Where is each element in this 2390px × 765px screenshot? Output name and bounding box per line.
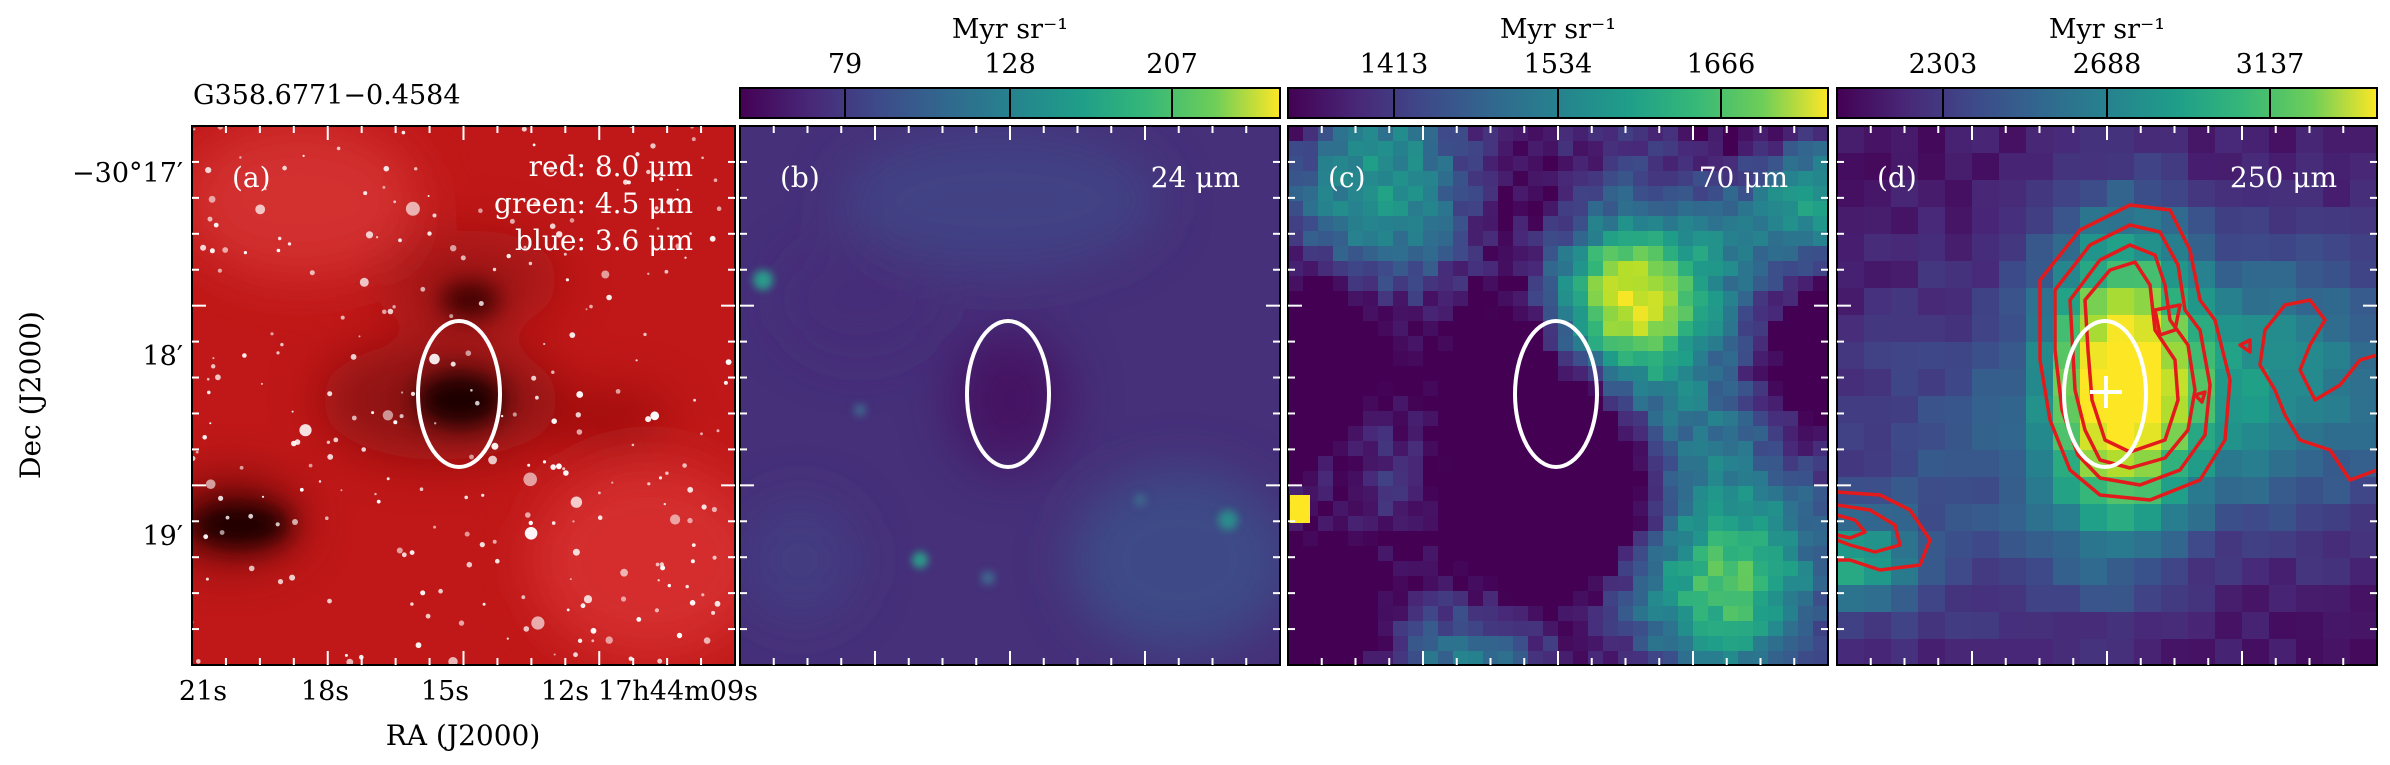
contours	[1837, 203, 2377, 572]
panel-b-letter: (b)	[780, 161, 820, 194]
colorbar-d-tick-1: 2303	[1909, 49, 1978, 80]
colorbar-b-tick-2: 128	[984, 49, 1036, 80]
panel-c-band: 70 μm	[1699, 161, 1788, 194]
xtick-2: 18s	[301, 676, 349, 707]
panel-d	[1837, 126, 2377, 665]
panel-d-band: 250 μm	[2230, 161, 2337, 194]
colorbar-b-tick-1: 79	[828, 49, 862, 80]
panel-d-pixels	[1837, 126, 2377, 665]
panel-a-legend-green: green: 4.5 μm	[494, 187, 693, 220]
panel-a	[192, 126, 735, 665]
panel-a-letter: (a)	[232, 161, 271, 194]
xtick-4: 12s	[541, 676, 589, 707]
panel-c	[1288, 126, 1828, 665]
panel-c-letter: (c)	[1328, 161, 1366, 194]
panel-b-band: 24 μm	[1151, 161, 1240, 194]
xtick-3: 15s	[421, 676, 469, 707]
source-cross-icon	[2090, 376, 2122, 408]
colorbar-c-tick-1: 1413	[1360, 49, 1429, 80]
xtick-5: 17h44m09s	[598, 676, 758, 707]
ytick-3: 19′	[143, 521, 184, 552]
colorbar-d-tick-3: 3137	[2236, 49, 2305, 80]
source-name: G358.6771−0.4584	[193, 80, 461, 111]
panel-a-legend-red: red: 8.0 μm	[529, 150, 693, 183]
colorbar-d-tick-2: 2688	[2073, 49, 2142, 80]
y-axis-label: Dec (J2000)	[14, 311, 47, 479]
colorbar-d-unit: Myr sr⁻¹	[2049, 14, 2165, 45]
colorbar-ticks	[844, 88, 2271, 118]
colorbar-b: Myr sr⁻¹ 79 128 207	[739, 14, 1281, 119]
panel-d-letter: (d)	[1877, 161, 1917, 194]
colorbar-c-tick-2: 1534	[1524, 49, 1593, 80]
panel-c-pixels	[1288, 126, 1828, 665]
colorbar-c-tick-3: 1666	[1687, 49, 1756, 80]
aperture-ellipse-c	[1513, 319, 1599, 469]
aperture-ellipse-b	[965, 319, 1051, 469]
x-axis-label: RA (J2000)	[386, 719, 541, 752]
axis-ticks	[192, 126, 2377, 665]
stars	[192, 126, 732, 665]
ytick-1: −30°17′	[72, 158, 183, 189]
xtick-1: 21s	[179, 676, 227, 707]
panel-a-legend-blue: blue: 3.6 μm	[515, 224, 693, 257]
colorbar-b-tick-3: 207	[1146, 49, 1198, 80]
colorbar-c-unit: Myr sr⁻¹	[1500, 14, 1616, 45]
aperture-ellipse-a	[416, 319, 502, 469]
panel-b	[740, 126, 1280, 665]
colorbar-b-unit: Myr sr⁻¹	[952, 14, 1068, 45]
aperture-ellipse-d	[2062, 319, 2148, 469]
ytick-2: 18′	[143, 341, 184, 372]
